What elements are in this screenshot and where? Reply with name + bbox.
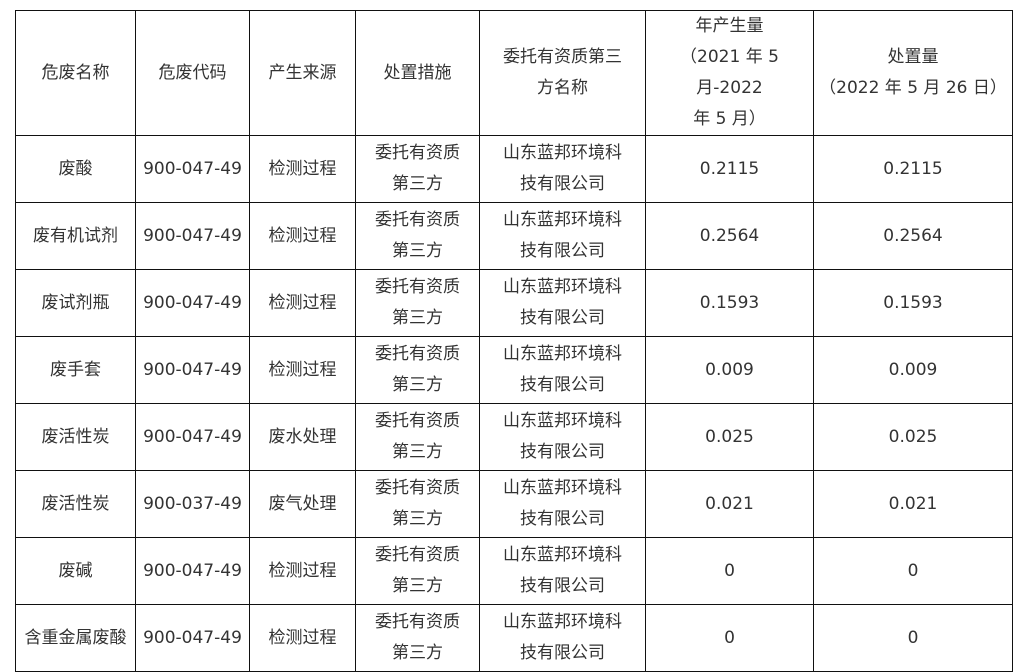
- cell-measure: 委托有资质 第三方: [355, 202, 480, 270]
- hazardous-waste-table: 危废名称 危废代码 产生来源 处置措施 委托有资质第三 方名称 年产生量 （2021…: [15, 10, 1013, 672]
- cell-code: 900-047-49: [135, 135, 250, 203]
- cell-source: 检测过程: [249, 336, 356, 404]
- cell-source: 检测过程: [249, 269, 356, 337]
- cell-name: 废试剂瓶: [15, 269, 136, 337]
- table-row: 废活性炭 900-037-49 废气处理 委托有资质 第三方 山东蓝邦环境科 技有限公司 0.…: [15, 470, 1013, 538]
- cell-annual: 0.009: [645, 336, 814, 404]
- cell-measure: 委托有资质 第三方: [355, 269, 480, 337]
- cell-name: 含重金属废酸: [15, 604, 136, 672]
- cell-source: 检测过程: [249, 604, 356, 672]
- cell-company: 山东蓝邦环境科 技有限公司: [479, 336, 646, 404]
- cell-disposed: 0.025: [813, 403, 1013, 471]
- cell-company: 山东蓝邦环境科 技有限公司: [479, 470, 646, 538]
- cell-source: 废水处理: [249, 403, 356, 471]
- header-measure: 处置措施: [355, 10, 480, 136]
- cell-company: 山东蓝邦环境科 技有限公司: [479, 537, 646, 605]
- cell-disposed: 0.1593: [813, 269, 1013, 337]
- cell-annual: 0: [645, 537, 814, 605]
- cell-code: 900-047-49: [135, 537, 250, 605]
- cell-source: 废气处理: [249, 470, 356, 538]
- cell-code: 900-047-49: [135, 269, 250, 337]
- cell-name: 废活性炭: [15, 470, 136, 538]
- cell-disposed: 0.2115: [813, 135, 1013, 203]
- cell-source: 检测过程: [249, 135, 356, 203]
- cell-name: 废活性炭: [15, 403, 136, 471]
- header-name: 危废名称: [15, 10, 136, 136]
- table-row: 废试剂瓶 900-047-49 检测过程 委托有资质 第三方 山东蓝邦环境科 技有限公司 0.…: [15, 269, 1013, 337]
- cell-measure: 委托有资质 第三方: [355, 537, 480, 605]
- cell-company: 山东蓝邦环境科 技有限公司: [479, 403, 646, 471]
- cell-code: 900-047-49: [135, 604, 250, 672]
- cell-company: 山东蓝邦环境科 技有限公司: [479, 604, 646, 672]
- header-annual: 年产生量 （2021 年 5 月-2022 年 5 月）: [645, 10, 814, 136]
- cell-measure: 委托有资质 第三方: [355, 336, 480, 404]
- cell-disposed: 0.021: [813, 470, 1013, 538]
- cell-code: 900-047-49: [135, 202, 250, 270]
- cell-company: 山东蓝邦环境科 技有限公司: [479, 135, 646, 203]
- cell-name: 废酸: [15, 135, 136, 203]
- cell-annual: 0.021: [645, 470, 814, 538]
- table-row: 废活性炭 900-047-49 废水处理 委托有资质 第三方 山东蓝邦环境科 技有限公司 0.…: [15, 403, 1013, 471]
- cell-annual: 0: [645, 604, 814, 672]
- table-row: 含重金属废酸 900-047-49 检测过程 委托有资质 第三方 山东蓝邦环境科 技有限公司…: [15, 604, 1013, 672]
- cell-measure: 委托有资质 第三方: [355, 604, 480, 672]
- cell-annual: 0.1593: [645, 269, 814, 337]
- cell-disposed: 0.009: [813, 336, 1013, 404]
- cell-annual: 0.2115: [645, 135, 814, 203]
- header-row: 危废名称 危废代码 产生来源 处置措施 委托有资质第三 方名称 年产生量 （2021…: [15, 10, 1013, 136]
- cell-code: 900-047-49: [135, 403, 250, 471]
- cell-measure: 委托有资质 第三方: [355, 403, 480, 471]
- table-row: 废手套 900-047-49 检测过程 委托有资质 第三方 山东蓝邦环境科 技有限公司 0.0…: [15, 336, 1013, 404]
- cell-name: 废有机试剂: [15, 202, 136, 270]
- cell-company: 山东蓝邦环境科 技有限公司: [479, 269, 646, 337]
- table-row: 废碱 900-047-49 检测过程 委托有资质 第三方 山东蓝邦环境科 技有限公司 0 0: [15, 537, 1013, 605]
- table-row: 废有机试剂 900-047-49 检测过程 委托有资质 第三方 山东蓝邦环境科 技有限公司 0…: [15, 202, 1013, 270]
- cell-code: 900-037-49: [135, 470, 250, 538]
- cell-measure: 委托有资质 第三方: [355, 135, 480, 203]
- header-disposed: 处置量 （2022 年 5 月 26 日）: [813, 10, 1013, 136]
- cell-measure: 委托有资质 第三方: [355, 470, 480, 538]
- header-company: 委托有资质第三 方名称: [479, 10, 646, 136]
- header-source: 产生来源: [249, 10, 356, 136]
- cell-disposed: 0: [813, 604, 1013, 672]
- cell-code: 900-047-49: [135, 336, 250, 404]
- cell-disposed: 0: [813, 537, 1013, 605]
- cell-disposed: 0.2564: [813, 202, 1013, 270]
- cell-name: 废手套: [15, 336, 136, 404]
- table-row: 废酸 900-047-49 检测过程 委托有资质 第三方 山东蓝邦环境科 技有限公司 0.21…: [15, 135, 1013, 203]
- cell-name: 废碱: [15, 537, 136, 605]
- cell-source: 检测过程: [249, 537, 356, 605]
- cell-company: 山东蓝邦环境科 技有限公司: [479, 202, 646, 270]
- cell-source: 检测过程: [249, 202, 356, 270]
- header-code: 危废代码: [135, 10, 250, 136]
- cell-annual: 0.025: [645, 403, 814, 471]
- cell-annual: 0.2564: [645, 202, 814, 270]
